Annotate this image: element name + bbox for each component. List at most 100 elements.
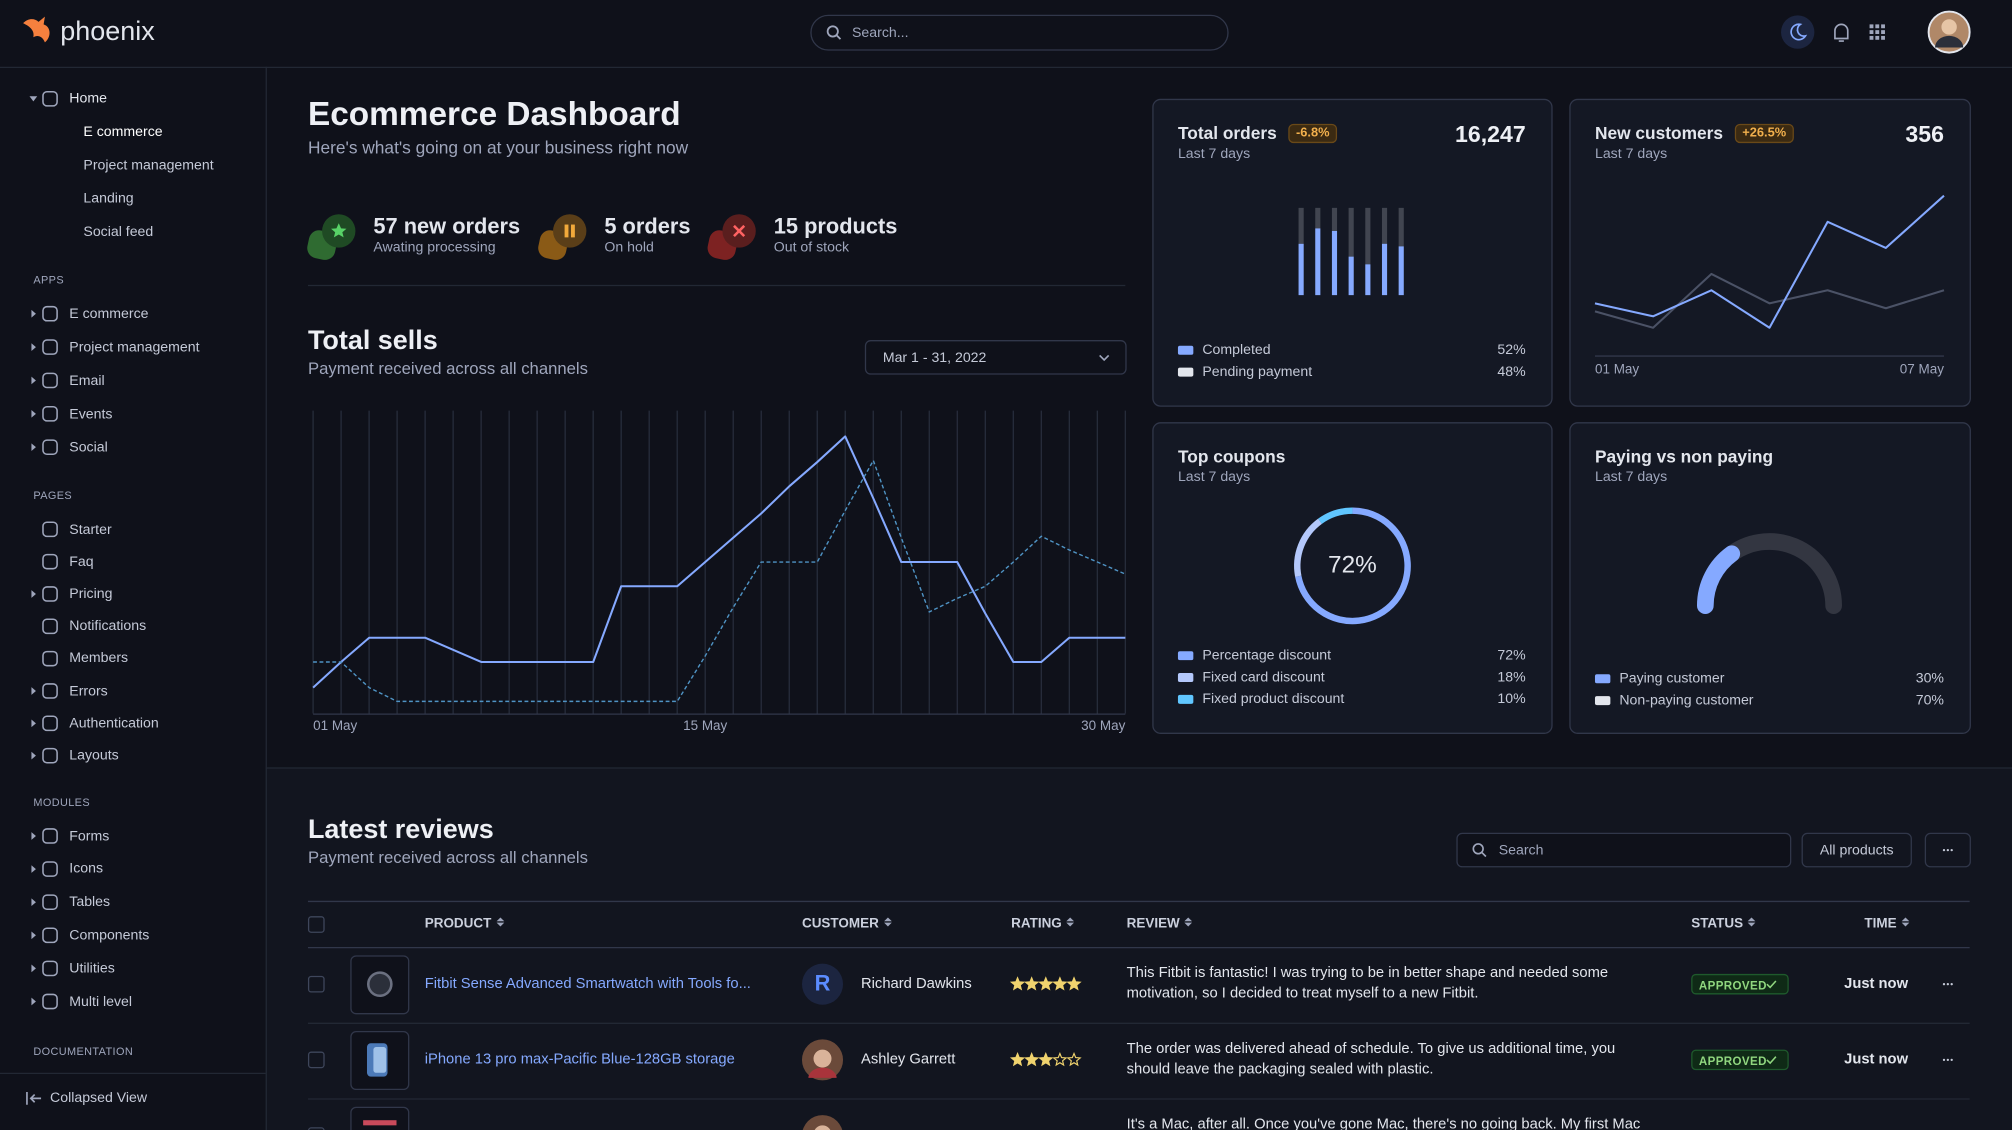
legend-label: Fixed product discount xyxy=(1202,691,1345,708)
search-icon xyxy=(1472,843,1484,855)
more-button[interactable] xyxy=(1924,832,1971,868)
nav-item[interactable]: Errors xyxy=(69,683,108,699)
nav-icon xyxy=(42,828,58,844)
product-link[interactable]: iPhone 13 pro max-Pacific Blue-128GB sto… xyxy=(424,1052,735,1068)
rating-stars xyxy=(1009,976,1082,991)
row-menu-dot[interactable] xyxy=(1950,1058,1953,1062)
column-header[interactable]: RATING xyxy=(1011,916,1076,932)
row-menu-dot[interactable] xyxy=(1942,1058,1946,1062)
more-dot xyxy=(1946,848,1949,852)
rating-stars xyxy=(1009,1051,1082,1067)
nav-item[interactable]: Notifications xyxy=(69,618,147,635)
nav-item[interactable]: Pricing xyxy=(69,586,113,602)
search-box[interactable] xyxy=(810,14,1229,51)
legend-swatch xyxy=(1594,674,1611,684)
nav-item[interactable]: Forms xyxy=(69,828,110,844)
nav-item[interactable]: Layouts xyxy=(69,747,119,764)
nav-caret xyxy=(31,931,36,940)
nav-item[interactable]: Email xyxy=(69,372,105,389)
card-title: Paying vs non paying xyxy=(1594,447,1774,467)
nav-item[interactable]: Members xyxy=(69,650,129,667)
review-text: It's a Mac, after all. Once you've gone … xyxy=(1126,1116,1641,1130)
card-heading: New customers +26.5% xyxy=(1595,123,1794,144)
card-heading: Total orders -6.8% xyxy=(1178,123,1338,144)
nav-item[interactable]: Faq xyxy=(69,553,94,570)
donut-segment xyxy=(1318,507,1353,524)
donut-segment xyxy=(1294,518,1322,577)
column-header[interactable]: STATUS xyxy=(1691,916,1757,932)
nav-subitem[interactable]: Project management xyxy=(83,157,214,174)
collapse-button[interactable]: Collapsed View xyxy=(50,1090,148,1107)
nav-item[interactable]: Authentication xyxy=(69,715,159,732)
row-menu-dot[interactable] xyxy=(1950,983,1953,986)
row-menu-dot[interactable] xyxy=(1946,1058,1949,1062)
nav-caret xyxy=(31,376,36,385)
star xyxy=(1009,976,1026,991)
star-icon xyxy=(331,223,347,238)
bar xyxy=(1348,256,1354,296)
x-tick-label: 15 May xyxy=(683,718,728,734)
collapse-icon xyxy=(26,1091,42,1105)
star xyxy=(1066,976,1082,991)
filter-button[interactable] xyxy=(1801,832,1912,868)
legend-value: 30% xyxy=(1915,671,1944,687)
star xyxy=(1052,976,1068,991)
checkbox[interactable] xyxy=(307,975,325,993)
column-header[interactable]: CUSTOMER xyxy=(802,916,893,932)
nav-item[interactable]: Starter xyxy=(69,521,112,538)
nav-subitem[interactable]: E commerce xyxy=(83,124,163,140)
column-header[interactable]: REVIEW xyxy=(1127,916,1194,932)
legend-value: 48% xyxy=(1497,364,1526,380)
bar xyxy=(1365,264,1371,296)
customer-avatar xyxy=(801,963,844,1005)
column-header[interactable]: TIME xyxy=(1864,916,1910,932)
column-header[interactable]: PRODUCT xyxy=(425,916,506,932)
search-icon xyxy=(826,25,839,38)
nav-subitem[interactable]: Landing xyxy=(83,191,134,207)
sort-icon xyxy=(1184,917,1193,927)
checkbox[interactable] xyxy=(307,1051,325,1069)
search-box[interactable] xyxy=(1456,832,1792,868)
section-subtitle: Payment received across all channels xyxy=(307,358,588,378)
nav-section-title: MODULES xyxy=(33,795,91,809)
nav-item[interactable]: Events xyxy=(69,406,113,422)
bar xyxy=(1331,230,1338,296)
nav-item[interactable]: Multi level xyxy=(69,993,133,1010)
checkbox[interactable] xyxy=(307,916,325,933)
nav-item[interactable]: Project management xyxy=(69,339,200,355)
card xyxy=(1152,422,1553,734)
status-label: APPROVED xyxy=(1698,1054,1767,1067)
search-placeholder: Search... xyxy=(852,25,909,41)
nav-item[interactable]: E commerce xyxy=(69,306,149,322)
product-link[interactable]: Fitbit Sense Advanced Smartwatch with To… xyxy=(424,976,751,992)
search-icon xyxy=(835,34,842,40)
bell-icon[interactable] xyxy=(1834,23,1849,42)
user-avatar-head xyxy=(1941,19,1957,35)
filter-label[interactable]: All products xyxy=(1819,842,1894,858)
nav-item[interactable]: Icons xyxy=(69,861,104,877)
nav-item[interactable]: Components xyxy=(69,927,150,943)
legend-label: Completed xyxy=(1202,342,1271,359)
nav-icon xyxy=(42,993,58,1010)
card xyxy=(1152,98,1553,407)
nav-item[interactable]: Home xyxy=(69,91,107,107)
customer-name[interactable]: Richard Dawkins xyxy=(861,976,972,992)
date-picker[interactable] xyxy=(864,340,1127,375)
nav-section-title: PAGES xyxy=(33,488,73,502)
legend-label: Pending payment xyxy=(1202,364,1313,380)
nav-subitem[interactable]: Social feed xyxy=(83,224,154,240)
logo-icon xyxy=(23,16,50,43)
sort-icon xyxy=(496,917,505,927)
apps-icon xyxy=(1881,24,1885,29)
checkbox[interactable] xyxy=(307,1127,325,1130)
nav-icon xyxy=(42,305,58,322)
page-title: Ecommerce Dashboard xyxy=(307,94,681,133)
nav-item[interactable]: Utilities xyxy=(69,960,115,977)
nav-caret xyxy=(31,898,36,907)
nav-item[interactable]: Social xyxy=(69,439,108,455)
nav-item[interactable]: Tables xyxy=(69,894,111,910)
customer-name[interactable]: Ashley Garrett xyxy=(861,1052,956,1068)
row-menu-dot[interactable] xyxy=(1942,983,1946,986)
row-menu-dot[interactable] xyxy=(1946,983,1949,986)
